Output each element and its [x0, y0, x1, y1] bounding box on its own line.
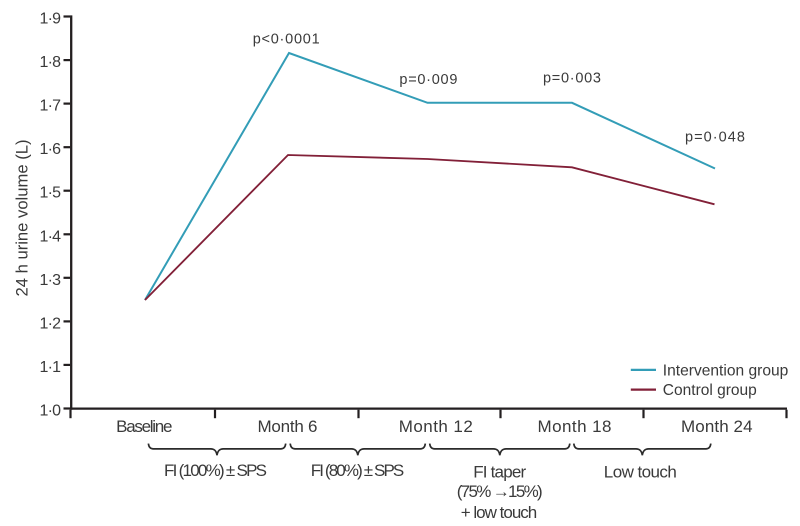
svg-text:Low touch: Low touch: [604, 463, 677, 482]
svg-text:FI (80%) ± SPS: FI (80%) ± SPS: [311, 461, 405, 480]
svg-text:p=0·009: p=0·009: [399, 72, 457, 88]
svg-text:Control group: Control group: [663, 382, 757, 399]
svg-text:Intervention group: Intervention group: [663, 362, 789, 379]
svg-text:Month 24: Month 24: [681, 417, 753, 436]
svg-text:Baseline: Baseline: [116, 417, 172, 436]
svg-text:p=0·003: p=0·003: [543, 71, 601, 87]
svg-text:24 h urine volume (L): 24 h urine volume (L): [13, 140, 32, 297]
svg-text:1·4: 1·4: [40, 228, 62, 245]
svg-text:1·0: 1·0: [40, 403, 62, 420]
svg-text:FI (100%) ± SPS: FI (100%) ± SPS: [164, 461, 267, 480]
svg-text:1·2: 1·2: [40, 315, 62, 332]
svg-text:(75% →15%): (75% →15%): [457, 482, 543, 501]
svg-text:p=0·048: p=0·048: [685, 130, 745, 146]
svg-text:1·1: 1·1: [40, 359, 62, 376]
svg-text:p<0·0001: p<0·0001: [253, 31, 320, 47]
svg-text:1·6: 1·6: [40, 141, 62, 158]
svg-text:Month 18: Month 18: [538, 417, 612, 436]
svg-text:1·7: 1·7: [40, 98, 62, 115]
svg-text:+ low touch: + low touch: [461, 503, 538, 522]
svg-text:1·8: 1·8: [40, 54, 62, 71]
svg-text:FI taper: FI taper: [473, 463, 526, 482]
svg-text:Month 6: Month 6: [258, 417, 318, 436]
svg-text:1·3: 1·3: [40, 272, 62, 289]
svg-text:1·5: 1·5: [40, 185, 62, 202]
svg-text:Month 12: Month 12: [399, 417, 473, 436]
svg-text:1·9: 1·9: [40, 11, 62, 28]
